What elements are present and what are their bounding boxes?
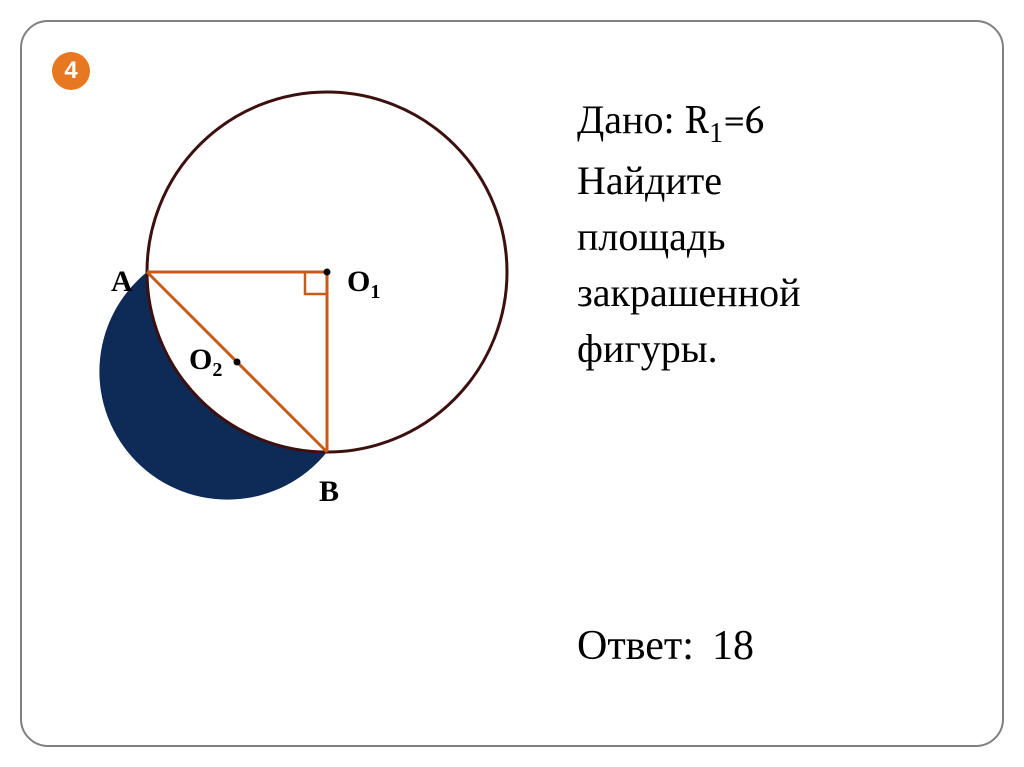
answer-label: Ответ:	[577, 623, 694, 669]
answer-value: 18	[712, 623, 754, 669]
given-prefix: Дано:	[577, 97, 685, 142]
given-value: 6	[745, 97, 764, 143]
problem-card: 4 A B О1 О2 Дано: R1=6 Найдите площадь з…	[20, 20, 1004, 747]
point-label-o1: О1	[347, 265, 380, 304]
diagram-svg	[72, 62, 542, 562]
task-line-3: закрашенной	[577, 265, 1007, 321]
task-line-4: фигуры.	[577, 321, 1007, 377]
variable-subscript: 1	[709, 118, 723, 149]
problem-text: Дано: R1=6 Найдите площадь закрашенной ф…	[577, 92, 1007, 377]
equals-sign: =	[723, 97, 745, 143]
point-label-o2: О2	[189, 343, 222, 382]
geometry-diagram: A B О1 О2	[72, 62, 542, 562]
task-line-2: площадь	[577, 209, 1007, 265]
point-label-a: A	[111, 265, 133, 299]
task-line-1: Найдите	[577, 153, 1007, 209]
given-line: Дано: R1=6	[577, 92, 1007, 153]
answer-block: Ответ: 18	[577, 622, 754, 670]
point-label-b: B	[319, 475, 339, 509]
variable-r: R	[685, 97, 710, 143]
